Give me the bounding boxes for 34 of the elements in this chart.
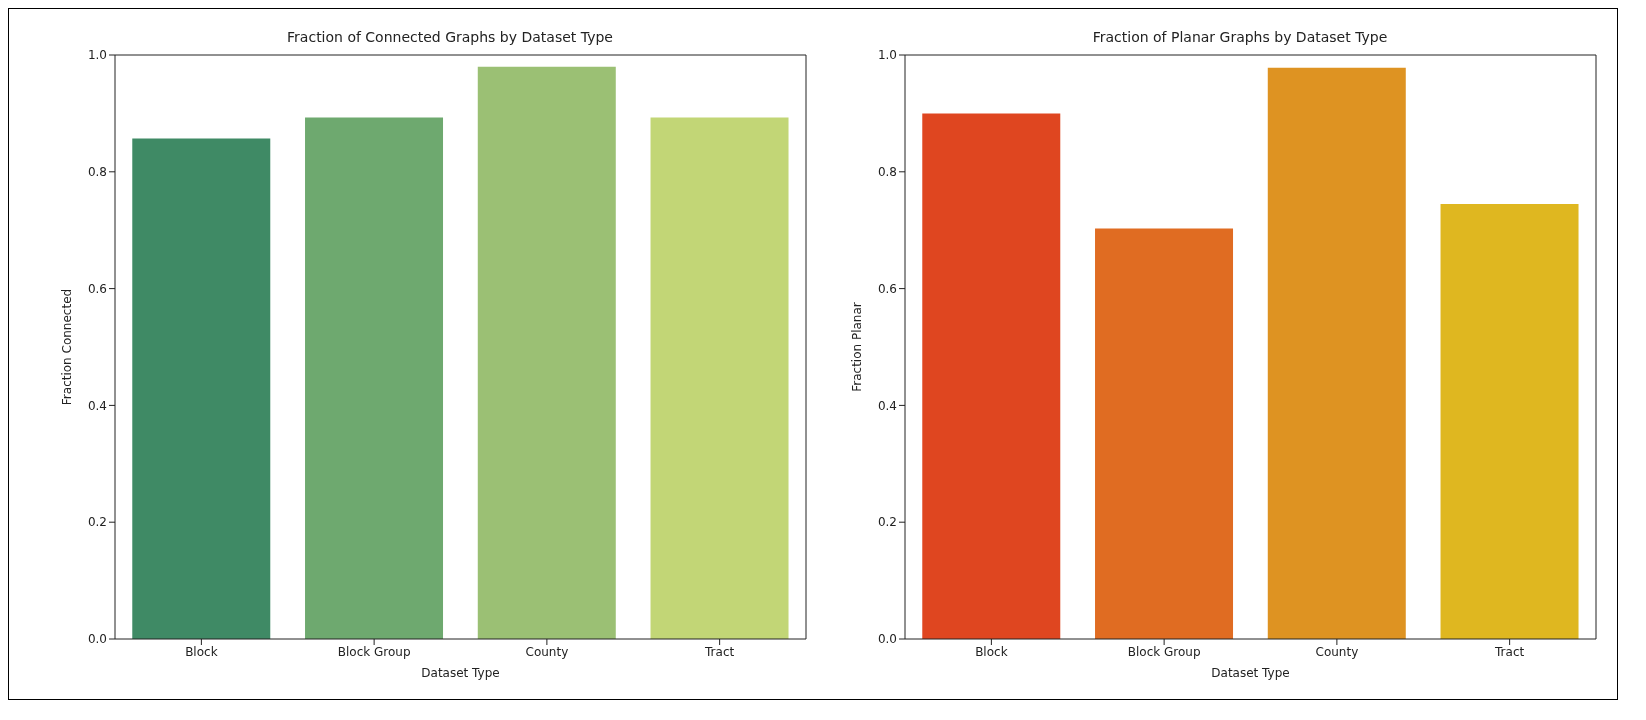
y-axis-title: Fraction Connected (60, 288, 75, 406)
chart-title: Fraction of Connected Graphs by Dataset Type (286, 29, 614, 45)
bar (650, 117, 789, 639)
x-tick-label: County (525, 644, 569, 659)
bar (1440, 203, 1579, 639)
y-tick-label: 1.0 (877, 48, 897, 63)
bar (1267, 67, 1406, 639)
bar (922, 113, 1061, 639)
y-tick-label: 0.6 (87, 281, 107, 296)
x-tick-label: Block (185, 644, 218, 659)
bar (477, 66, 616, 639)
y-tick-label: 0.0 (87, 632, 107, 647)
x-axis-title: Dataset Type (1211, 666, 1290, 680)
bar (132, 138, 271, 639)
y-tick-label: 1.0 (87, 48, 107, 63)
x-tick-label: Block Group (337, 644, 411, 659)
x-axis-title: Dataset Type (421, 666, 500, 680)
y-axis-title: Fraction Planar (850, 302, 865, 392)
bar (1095, 228, 1234, 639)
y-tick-label: 0.2 (87, 515, 107, 530)
y-tick-label: 0.4 (87, 398, 107, 413)
x-tick-label: Block (975, 644, 1008, 659)
y-tick-label: 0.4 (877, 398, 897, 413)
y-tick-label: 0.0 (877, 632, 897, 647)
chart-title: Fraction of Planar Graphs by Dataset Type (1091, 29, 1389, 45)
x-tick-label: Tract (704, 644, 735, 659)
x-tick-label: Tract (1494, 644, 1525, 659)
y-tick-label: 0.2 (877, 515, 897, 530)
bar (305, 117, 444, 639)
x-tick-label: County (1315, 644, 1359, 659)
y-tick-label: 0.8 (877, 165, 897, 180)
x-tick-label: Block Group (1127, 644, 1201, 659)
y-tick-label: 0.8 (87, 165, 107, 180)
y-tick-label: 0.6 (877, 281, 897, 296)
